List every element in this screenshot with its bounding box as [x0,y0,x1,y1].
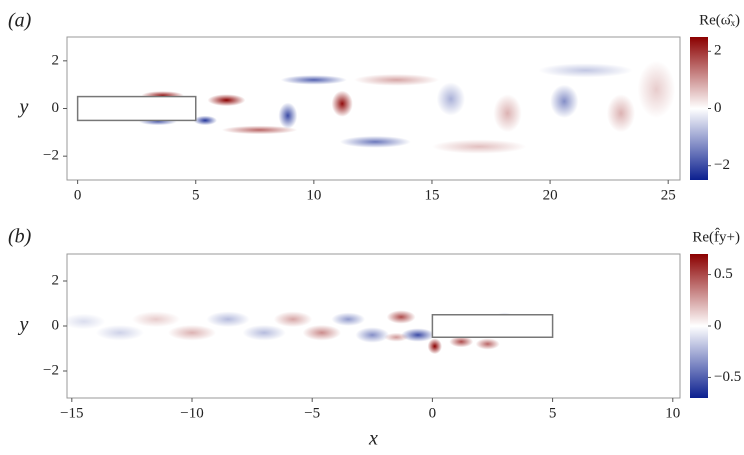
field [67,310,515,355]
vortex [449,336,474,348]
vortex [606,94,636,133]
y-tick-label: 2 [52,52,60,68]
x-tick-label: 0 [74,187,82,203]
vortex [207,94,246,107]
panel-label: (b) [8,226,32,248]
vortex [131,311,180,328]
vortex [354,73,440,86]
colorbar-label: Re(ω̂ₓ) [699,12,740,28]
y-tick-label: 2 [52,272,60,288]
vortex [278,102,298,129]
vortex [384,332,409,342]
x-tick-label: 10 [665,405,680,421]
vortex [273,311,313,328]
colorbar-tick-label: 2 [714,43,722,59]
y-tick-label: 0 [52,317,60,333]
x-axis-label: x [368,428,378,450]
vortex [386,310,416,324]
x-tick-label: 0 [429,405,437,421]
x-tick-label: −5 [304,405,320,421]
vortex [401,328,435,342]
colorbar-tick-label: 0 [714,100,722,116]
y-axis-label: y [18,314,29,336]
x-tick-label: 15 [424,187,439,203]
vortex [193,115,218,126]
x-tick-label: −15 [60,405,83,421]
vortex [637,60,676,119]
vortex [167,324,217,341]
x-tick-label: 25 [661,187,676,203]
colorbar-label: Re(f̂y+) [692,228,740,246]
field [139,60,676,154]
x-tick-label: 5 [192,187,200,203]
vortex [331,90,353,117]
vortex [427,338,443,355]
colorbar-tick-label: −0.5 [714,369,741,385]
y-tick-label: −2 [43,362,59,378]
panel-label: (a) [8,10,32,32]
colorbar [690,37,708,180]
vortex [493,94,522,133]
vortex [339,135,411,148]
vortex [355,327,390,343]
vortex [550,84,579,119]
vortex [280,75,347,85]
y-tick-label: 0 [52,100,60,116]
vortex [475,338,500,350]
vortex [431,139,527,154]
vortex [331,312,366,326]
y-tick-label: −2 [43,148,59,164]
x-tick-label: 5 [549,405,557,421]
body [76,95,197,122]
vortex [302,324,342,341]
vortex [67,313,106,330]
vortex [436,82,466,116]
body [431,314,554,338]
x-tick-label: 10 [306,187,321,203]
y-axis-label: y [18,96,29,118]
vortex [221,125,298,135]
colorbar [690,254,708,398]
colorbar-tick-label: 0.5 [714,266,733,282]
colorbar-tick-label: 0 [714,317,722,333]
x-tick-label: −10 [180,405,203,421]
colorbar-tick-label: −2 [714,157,730,173]
vortex [95,324,144,341]
vortex [206,311,250,328]
vortex [242,324,286,341]
x-tick-label: 20 [543,187,558,203]
vortex [538,63,633,78]
